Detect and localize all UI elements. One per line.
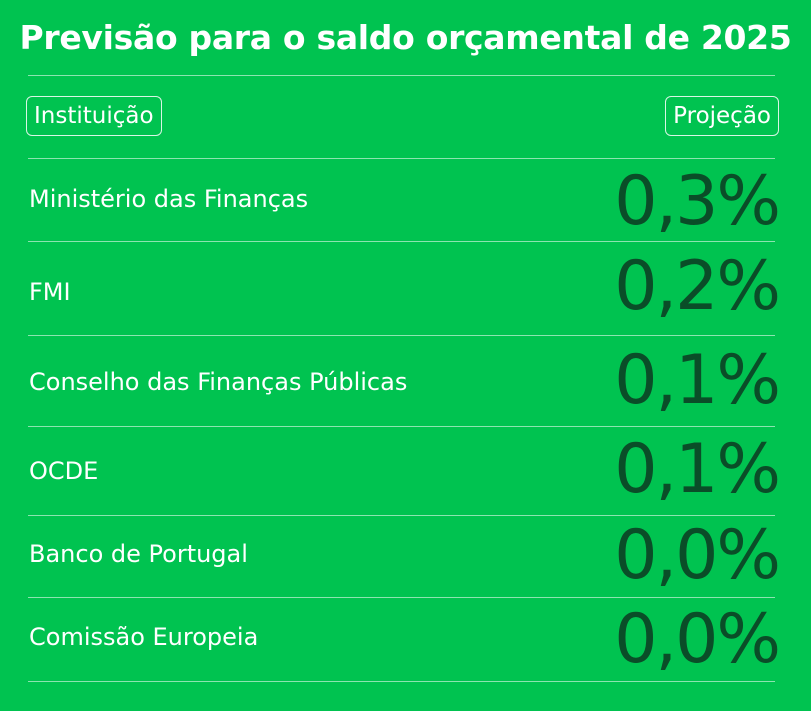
institution-label: Conselho das Finanças Públicas <box>29 368 408 396</box>
projection-value: 0,0% <box>614 516 781 595</box>
projection-value: 0,3% <box>614 162 781 241</box>
projection-value: 0,2% <box>614 247 781 326</box>
projection-value: 0,1% <box>614 341 781 420</box>
row-divider <box>28 515 775 516</box>
row-divider <box>28 335 775 336</box>
projection-value: 0,0% <box>614 600 781 679</box>
row-divider <box>28 241 775 242</box>
projection-value: 0,1% <box>614 430 781 509</box>
institution-label: Comissão Europeia <box>29 623 259 651</box>
institution-label: Ministério das Finanças <box>29 185 309 213</box>
institution-label: OCDE <box>29 457 99 485</box>
institution-label: FMI <box>29 278 71 306</box>
row-divider <box>28 597 775 598</box>
column-header-institution: Instituição <box>26 96 162 136</box>
row-divider <box>28 426 775 427</box>
row-divider <box>28 681 775 682</box>
row-divider <box>28 158 775 159</box>
chart-title: Previsão para o saldo orçamental de 2025 <box>19 18 792 57</box>
column-header-projection: Projeção <box>665 96 779 136</box>
institution-label: Banco de Portugal <box>29 540 248 568</box>
title-divider <box>28 75 775 76</box>
